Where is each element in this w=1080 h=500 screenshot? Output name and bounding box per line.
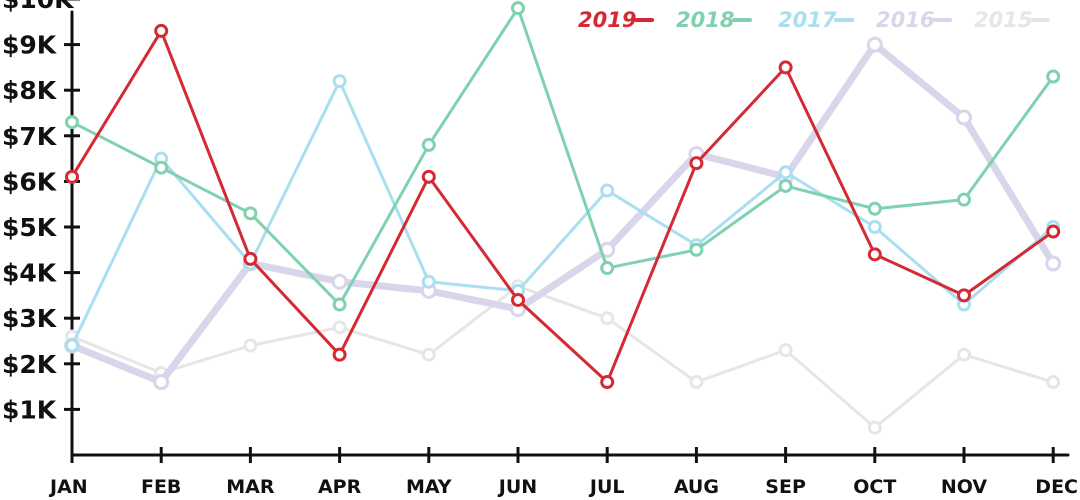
- legend: 2019 2018 2017 2016 2015: [578, 8, 1050, 32]
- data-point: [1046, 224, 1061, 239]
- series-line-2015: [70, 284, 1055, 430]
- y-tick-label: $3K: [2, 304, 58, 333]
- data-point: [957, 288, 971, 303]
- data-point: [1046, 69, 1061, 84]
- data-point: [778, 343, 793, 358]
- x-tick-label: JUL: [588, 476, 625, 498]
- y-tick-label: $10K: [2, 0, 75, 14]
- data-point: [332, 320, 347, 335]
- data-point: [332, 74, 347, 89]
- legend-label: 2018: [676, 8, 734, 32]
- series-line-2018: [70, 6, 1055, 307]
- x-tick-label: JUN: [497, 476, 537, 498]
- data-point: [778, 178, 793, 193]
- data-point: [243, 251, 258, 266]
- legend-label: 2015: [974, 8, 1032, 32]
- series-line-2017: [70, 79, 1055, 348]
- series-2015: [65, 279, 1061, 435]
- data-point: [154, 160, 169, 175]
- y-tick-label: $8K: [2, 76, 58, 105]
- data-point: [154, 23, 169, 38]
- data-point: [153, 374, 170, 391]
- data-point: [866, 36, 883, 53]
- legend-label: 2016: [876, 8, 934, 32]
- data-point: [867, 247, 882, 262]
- data-point: [778, 165, 793, 180]
- data-point: [1045, 255, 1062, 272]
- series-2019: [65, 23, 1061, 390]
- series-2018: [65, 1, 1061, 312]
- data-point: [957, 192, 971, 207]
- legend-item-2018: 2018: [676, 8, 752, 32]
- legend-item-2019: 2019: [578, 8, 654, 32]
- x-tick-label: MAY: [406, 476, 452, 498]
- data-point: [956, 109, 972, 126]
- y-tick-label: $5K: [2, 213, 58, 242]
- legend-label: 2019: [578, 8, 636, 32]
- series-line-2016: [68, 41, 1057, 386]
- legend-item-2016: 2016: [876, 8, 952, 32]
- x-tick-label: AUG: [674, 476, 719, 498]
- data-point: [421, 347, 436, 362]
- series-line-2019: [70, 29, 1055, 384]
- legend-item-2017: 2017: [778, 8, 854, 32]
- x-tick-label: FEB: [141, 476, 181, 498]
- axes: [70, 10, 1070, 457]
- data-point: [867, 220, 882, 234]
- x-tick-label: OCT: [853, 476, 896, 498]
- x-tick-label: SEP: [765, 476, 806, 498]
- data-point: [600, 261, 615, 276]
- series-2016: [64, 36, 1062, 391]
- data-point: [243, 206, 258, 221]
- data-point: [421, 169, 436, 184]
- y-tick-label: $4K: [2, 259, 58, 288]
- x-tick-label: NOV: [941, 476, 988, 498]
- data-point: [600, 311, 615, 326]
- x-tick-label: MAR: [226, 476, 275, 498]
- data-point: [243, 338, 258, 353]
- data-point: [1046, 375, 1061, 390]
- y-tick-label: $2K: [2, 350, 58, 379]
- series-layer: [64, 1, 1062, 435]
- data-point: [511, 1, 525, 16]
- x-axis-ticks: JAN FEB MAR APR MAY JUN JUL AUG SEP OCT NOV DEC: [48, 447, 1078, 498]
- data-point: [689, 156, 704, 171]
- data-point: [778, 60, 793, 75]
- data-point: [421, 137, 436, 152]
- data-point: [331, 273, 348, 290]
- y-tick-label: $7K: [2, 122, 58, 151]
- data-point: [600, 375, 615, 390]
- data-point: [867, 420, 882, 435]
- data-point: [332, 347, 347, 362]
- legend-label: 2017: [778, 8, 837, 32]
- legend-item-2015: 2015: [974, 8, 1050, 32]
- x-tick-label: APR: [318, 476, 362, 498]
- data-point: [957, 347, 971, 362]
- data-point: [65, 169, 79, 184]
- data-point: [689, 242, 704, 257]
- y-tick-label: $6K: [2, 167, 58, 196]
- data-point: [600, 183, 615, 198]
- data-point: [867, 201, 882, 216]
- data-point: [421, 274, 436, 289]
- y-tick-label: $9K: [2, 31, 58, 60]
- y-tick-label: $1K: [2, 395, 58, 424]
- data-point: [689, 375, 704, 390]
- data-point: [65, 338, 79, 353]
- x-tick-label: JAN: [48, 476, 88, 498]
- y-axis-ticks: $1K $2K $3K $4K $5K $6K $7K $8K $9K $10K: [2, 0, 80, 424]
- data-point: [65, 115, 79, 130]
- x-tick-label: DEC: [1035, 476, 1078, 498]
- data-point: [511, 292, 525, 307]
- data-point: [332, 297, 347, 312]
